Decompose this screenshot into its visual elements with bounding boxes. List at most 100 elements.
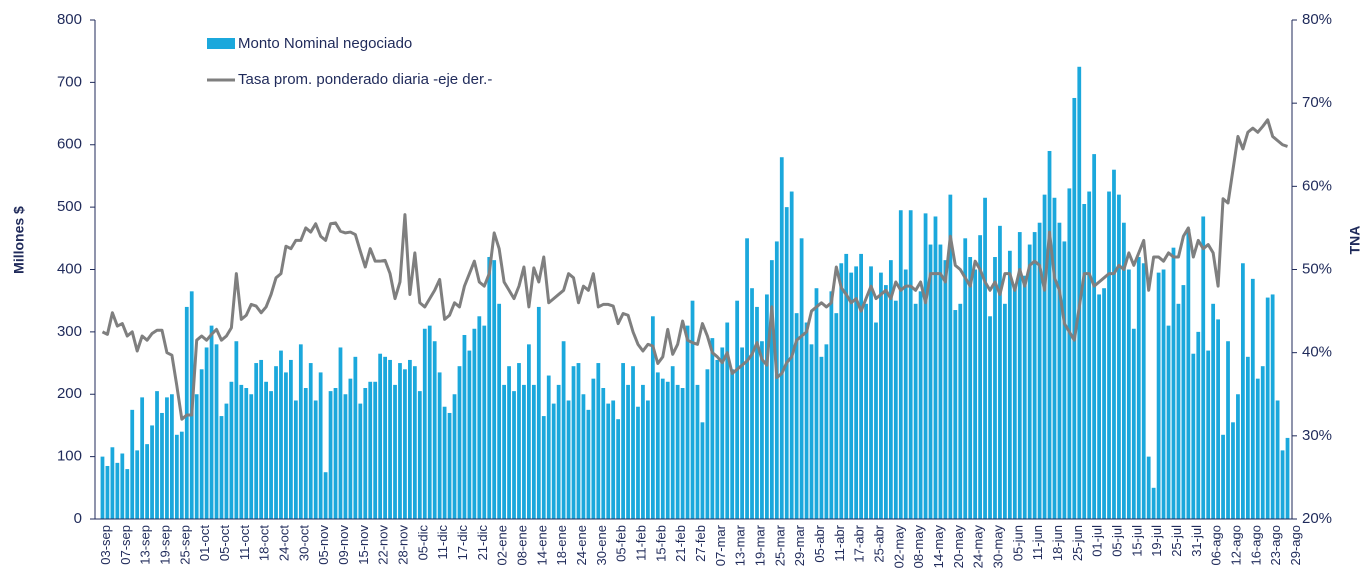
bar [834, 313, 839, 519]
x-tick-label: 24-ene [574, 525, 589, 565]
bar [487, 257, 492, 519]
bar [765, 294, 769, 519]
bar [105, 465, 110, 519]
bar [1107, 191, 1111, 519]
bar [447, 412, 452, 519]
x-tick-label: 30-may [990, 525, 1005, 569]
bar [1196, 331, 1201, 519]
bar [150, 425, 154, 519]
bar [685, 325, 690, 519]
bar [948, 194, 953, 519]
bar [1226, 341, 1230, 519]
bar [551, 403, 556, 519]
bar [908, 210, 913, 519]
bar [462, 334, 467, 519]
bar [695, 384, 700, 519]
x-tick-label: 13-sep [138, 525, 153, 565]
bar [715, 359, 720, 519]
x-tick-label: 15-feb [653, 525, 668, 562]
y2-tick-label: 80% [1302, 11, 1332, 28]
bar [546, 375, 551, 519]
y-tick-label: 500 [57, 198, 82, 215]
bar [1003, 303, 1007, 519]
bar [502, 384, 506, 519]
bar [244, 388, 249, 519]
bar [343, 394, 348, 519]
bar [383, 356, 387, 519]
x-tick-label: 09-nov [336, 525, 351, 565]
x-tick-label: 01-oct [197, 525, 212, 562]
bar [596, 363, 601, 519]
bar [1241, 263, 1245, 519]
bar [482, 325, 487, 519]
bar [670, 366, 675, 519]
bar [393, 384, 397, 519]
bar [427, 325, 432, 519]
bar [1136, 257, 1141, 519]
x-tick-label: 11-feb [633, 525, 648, 561]
bar [1017, 232, 1022, 519]
bar [611, 400, 616, 519]
y2-axis-title: TNA [1347, 226, 1363, 255]
bar [234, 341, 239, 519]
x-tick-label: 27-feb [693, 525, 708, 562]
x-tick-label: 05-nov [316, 525, 331, 565]
bar [1201, 216, 1206, 519]
bar [799, 238, 804, 519]
bar [1042, 194, 1047, 519]
bar [561, 341, 566, 519]
bar [1117, 194, 1121, 519]
bar [323, 472, 328, 519]
bar [601, 388, 606, 519]
bar [859, 253, 863, 519]
bar [179, 431, 184, 519]
x-tick-label: 11-abr [832, 524, 847, 561]
bar [903, 269, 908, 519]
bar [626, 384, 630, 519]
bar [725, 322, 730, 519]
bar [1131, 328, 1136, 519]
bar [160, 412, 164, 519]
bar [388, 359, 392, 519]
bar [110, 447, 115, 519]
bar [1082, 204, 1087, 519]
bar [700, 422, 705, 519]
bar [675, 384, 680, 519]
bar [274, 366, 278, 519]
bar [665, 381, 670, 519]
x-tick-label: 24-oct [276, 525, 291, 562]
bar [512, 391, 516, 519]
legend-label: Tasa prom. ponderado diaria -eje der.- [238, 71, 492, 88]
bar [1270, 294, 1275, 519]
x-tick-label: 18-jun [1050, 525, 1065, 561]
bar [1146, 456, 1151, 519]
bar [983, 197, 987, 520]
x-tick-label: 02-may [891, 525, 906, 569]
bar [1032, 232, 1037, 519]
bar [239, 384, 244, 519]
bar [606, 403, 611, 519]
bar [477, 316, 482, 519]
bar [269, 391, 273, 519]
bar [1250, 278, 1255, 519]
bar [165, 397, 169, 519]
bar [145, 444, 149, 519]
legend-swatch [207, 38, 235, 49]
bar [135, 450, 140, 519]
bar [1102, 288, 1106, 519]
x-tick-label: 02-ene [495, 525, 510, 565]
bar [522, 384, 526, 519]
bar [636, 406, 640, 519]
bar [740, 347, 744, 519]
bar [338, 347, 343, 519]
bar [422, 328, 427, 519]
y-tick-label: 100 [57, 448, 82, 465]
bar [1176, 303, 1181, 519]
bar [923, 213, 928, 520]
bar [641, 384, 645, 519]
x-tick-label: 21-dic [475, 525, 490, 561]
bar [1077, 66, 1082, 519]
x-tick-label: 08-may [911, 525, 926, 569]
bar [646, 400, 650, 519]
